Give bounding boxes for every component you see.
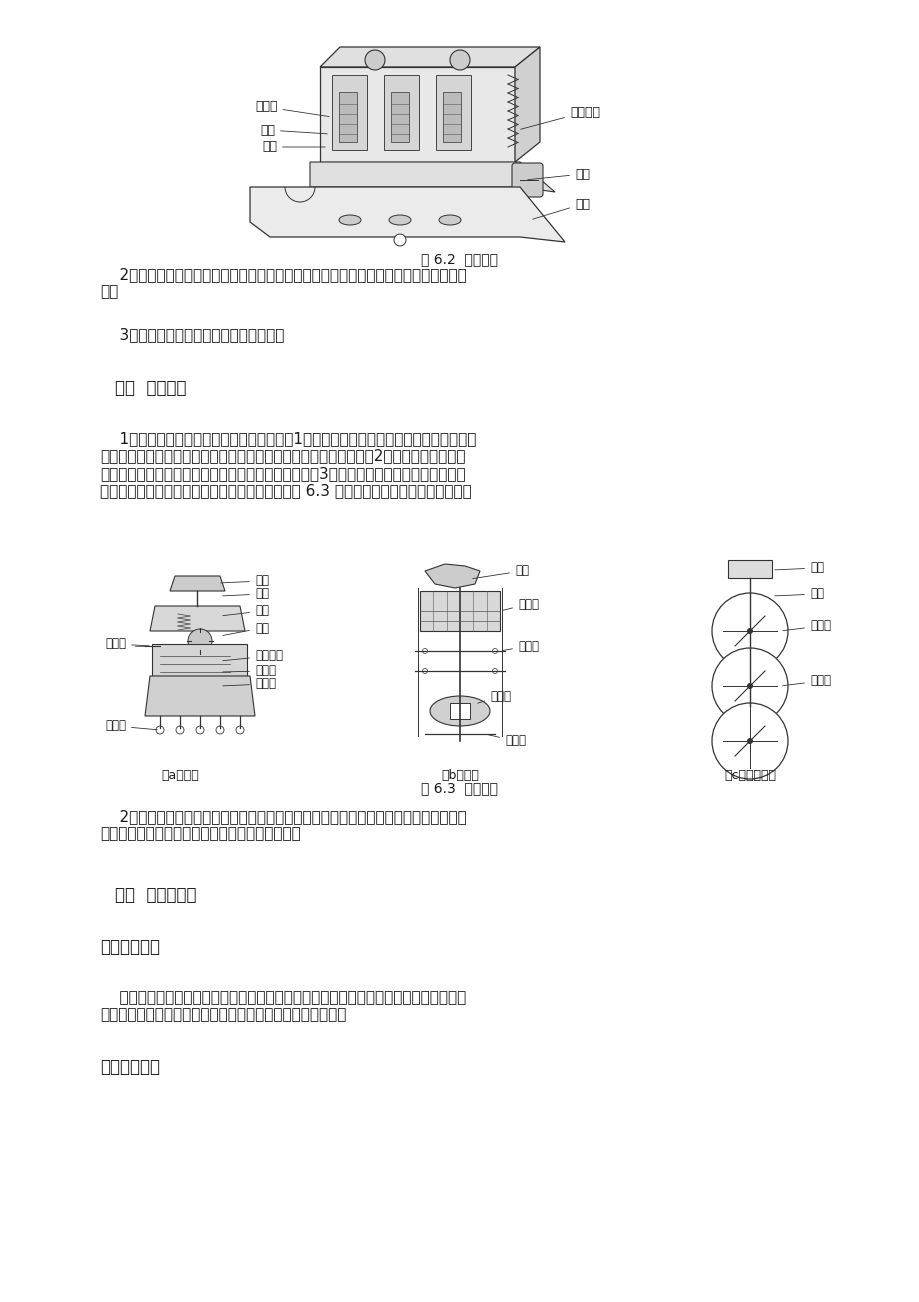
Text: 三、  转换开关: 三、 转换开关: [115, 379, 187, 397]
Circle shape: [746, 684, 752, 689]
Circle shape: [216, 727, 223, 734]
Text: 凸筋: 凸筋: [532, 198, 589, 219]
Text: 四、  低压断路器: 四、 低压断路器: [115, 885, 197, 904]
FancyBboxPatch shape: [512, 163, 542, 197]
Text: 图 6.2  铁壳开关: 图 6.2 铁壳开关: [421, 253, 498, 266]
Text: 转轴: 转轴: [222, 587, 268, 600]
Polygon shape: [170, 575, 225, 591]
Polygon shape: [425, 564, 480, 589]
Bar: [332, 76, 367, 150]
Text: 闸刀: 闸刀: [262, 141, 325, 154]
Circle shape: [449, 49, 470, 70]
Polygon shape: [320, 47, 539, 66]
Text: 手柄: 手柄: [774, 561, 823, 574]
Text: 转轴: 转轴: [774, 587, 823, 600]
Text: 速断弹簧: 速断弹簧: [520, 105, 599, 129]
Circle shape: [746, 628, 752, 634]
Circle shape: [187, 629, 211, 654]
Text: 绝缘杆: 绝缘杆: [105, 638, 149, 651]
Text: 夹座: 夹座: [260, 124, 327, 137]
Text: 手柄: 手柄: [221, 574, 268, 587]
Circle shape: [492, 648, 497, 654]
Ellipse shape: [389, 215, 411, 225]
Circle shape: [236, 727, 244, 734]
Circle shape: [422, 648, 427, 654]
Circle shape: [393, 234, 405, 246]
Text: 手柄: 手柄: [528, 168, 589, 181]
Circle shape: [711, 703, 788, 779]
Text: 熔断器: 熔断器: [255, 100, 329, 117]
Text: 【教学目标】: 【教学目标】: [100, 937, 160, 956]
Text: 静触片: 静触片: [477, 690, 510, 703]
Polygon shape: [250, 187, 564, 242]
Text: （b）结构: （b）结构: [440, 769, 479, 783]
Text: 2．作用：电气设备中作为不频繁地接通和分断电路，接通电源和负载，控制小容量异
步电动机的正、反转及星形－三角形起动等用途。: 2．作用：电气设备中作为不频繁地接通和分断电路，接通电源和负载，控制小容量异 步…: [100, 809, 466, 841]
Text: 接线柱: 接线柱: [105, 720, 157, 733]
Bar: [383, 76, 418, 150]
Bar: [443, 92, 460, 142]
Bar: [338, 92, 357, 142]
Text: 静触片: 静触片: [782, 620, 830, 633]
Bar: [152, 644, 246, 676]
Text: 图 6.3  组合开关: 图 6.3 组合开关: [421, 781, 498, 796]
Bar: [449, 703, 470, 719]
Text: 2．特点：外壳上有机械联锁装置，壳盖打开时开关不能闭合；开关断开时壳盖才能打
开。: 2．特点：外壳上有机械联锁装置，壳盖打开时开关不能闭合；开关断开时壳盖才能打 开…: [100, 267, 466, 299]
Bar: [391, 92, 409, 142]
Ellipse shape: [438, 215, 460, 225]
Text: 动触片: 动触片: [487, 734, 526, 747]
Text: 3．作用：用于不频繁接通和分断电路。: 3．作用：用于不频繁接通和分断电路。: [100, 327, 284, 342]
Circle shape: [492, 668, 497, 673]
Text: 手柄: 手柄: [472, 565, 528, 578]
Text: 动触片: 动触片: [782, 674, 830, 687]
Circle shape: [422, 668, 427, 673]
Text: 低压断路器又称自动空气开关或自动空气断路器，能够带负载接通或断开电路，具有过
载、短路和失压保护功能。能够有效的保护设备及人身安全。: 低压断路器又称自动空气开关或自动空气断路器，能够带负载接通或断开电路，具有过 载…: [100, 990, 466, 1022]
Text: 【教学重点】: 【教学重点】: [100, 1059, 160, 1075]
Bar: [436, 76, 471, 150]
Bar: [727, 560, 771, 578]
Text: 弹簧: 弹簧: [222, 604, 268, 617]
Text: 动触片: 动触片: [502, 639, 539, 652]
Ellipse shape: [429, 697, 490, 727]
Text: 绝缘盒: 绝缘盒: [502, 598, 539, 611]
Text: 动触片: 动触片: [222, 664, 276, 677]
Bar: [320, 66, 515, 161]
Polygon shape: [515, 47, 539, 161]
Text: 凸轮: 凸轮: [222, 621, 268, 635]
Circle shape: [196, 727, 204, 734]
Text: （a）外形: （a）外形: [161, 769, 199, 783]
Text: 绝缘垫板: 绝缘垫板: [222, 650, 283, 663]
Text: （c）原理示意: （c）原理示意: [723, 769, 775, 783]
Circle shape: [365, 49, 384, 70]
Polygon shape: [310, 161, 554, 191]
Polygon shape: [145, 676, 255, 716]
Circle shape: [711, 592, 788, 669]
Polygon shape: [150, 605, 244, 631]
Bar: [420, 591, 499, 631]
Text: 静触片: 静触片: [222, 677, 276, 690]
Circle shape: [746, 738, 752, 743]
Text: 1．结构：静触点、动触点和绝缘手柄。（1）静触点一端固定在绝缘板上，另一端伸出
盒外，并附有接线柱，以便和电源线及其他用电设备的导线相连。（2）动触点装在另外的: 1．结构：静触点、动触点和绝缘手柄。（1）静触点一端固定在绝缘板上，另一端伸出 …: [100, 431, 476, 499]
Circle shape: [156, 727, 164, 734]
Ellipse shape: [338, 215, 360, 225]
Circle shape: [176, 727, 184, 734]
Circle shape: [711, 648, 788, 724]
